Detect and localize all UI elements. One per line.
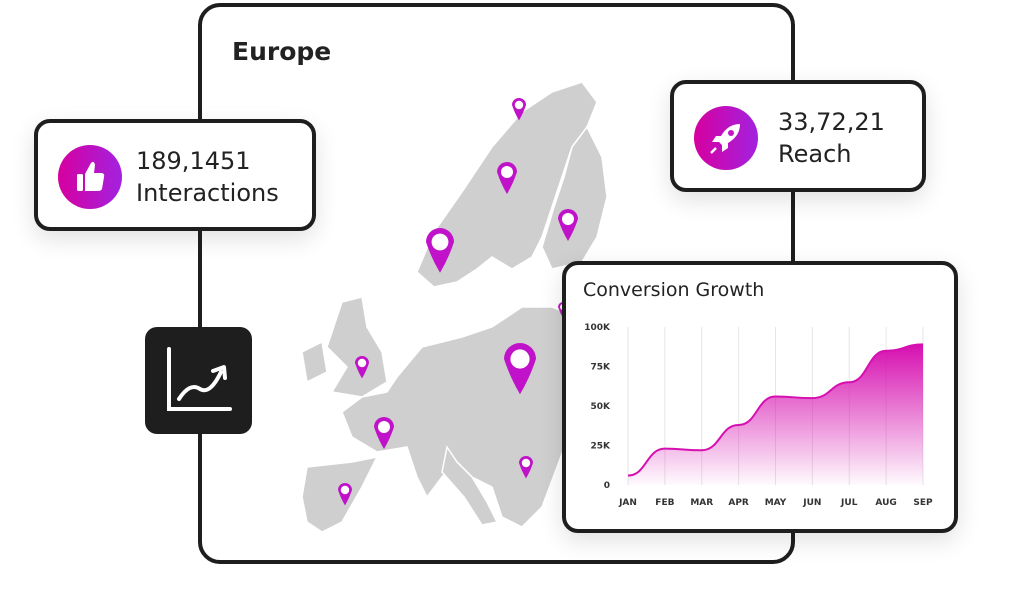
- thumbs-up-icon: [58, 145, 122, 209]
- y-tick-label: 100K: [584, 323, 611, 333]
- iberia: [301, 455, 379, 533]
- x-tick-label: JUN: [802, 498, 821, 508]
- location-pin-icon[interactable]: [338, 483, 352, 506]
- map-pins: [338, 98, 578, 506]
- location-pin-icon[interactable]: [519, 456, 533, 479]
- conversion-growth-chart: 0 25K 50K 75K 100K JAN FEB MAR APR MAY JUN JUL AUG SE…: [584, 323, 933, 508]
- x-tick-label: JAN: [618, 498, 637, 508]
- x-tick-label: APR: [728, 498, 749, 508]
- ireland: [301, 340, 328, 384]
- rocket-icon: [694, 106, 758, 170]
- series-line: [627, 343, 924, 477]
- y-tick-label: 0: [604, 481, 610, 491]
- conversion-growth-card: Conversion Growth 0 25K 50K 75K 100K JAN FEB MA…: [562, 261, 958, 533]
- x-tick-label: MAY: [765, 498, 787, 508]
- y-tick-label: 25K: [591, 442, 612, 452]
- location-pin-icon[interactable]: [374, 417, 394, 449]
- x-tick-label: FEB: [655, 498, 674, 508]
- location-pin-icon[interactable]: [512, 98, 526, 121]
- location-pin-icon[interactable]: [497, 162, 517, 194]
- location-pin-icon[interactable]: [558, 209, 578, 241]
- location-pin-icon[interactable]: [355, 356, 369, 379]
- reach-card: 33,72,21 Reach: [670, 80, 926, 192]
- chart-title: Conversion Growth: [583, 279, 765, 301]
- reach-label: Reach: [778, 140, 852, 168]
- interactions-card: 189,1451 Interactions: [34, 119, 316, 231]
- location-pin-icon[interactable]: [504, 343, 536, 395]
- x-tick-label: JUL: [840, 498, 858, 508]
- location-pin-icon[interactable]: [426, 228, 454, 273]
- italy: [441, 445, 499, 526]
- map-title: Europe: [232, 37, 332, 66]
- area-fill: [628, 344, 923, 485]
- x-tick-label: SEP: [913, 498, 933, 508]
- interactions-value: 189,1451: [136, 147, 251, 175]
- x-tick-label: MAR: [690, 498, 713, 508]
- y-tick-label: 50K: [591, 402, 612, 412]
- reach-value: 33,72,21: [778, 108, 885, 136]
- y-tick-label: 75K: [591, 363, 612, 373]
- trend-button[interactable]: [145, 327, 252, 434]
- x-tick-label: AUG: [875, 498, 896, 508]
- trending-up-chart-icon: [167, 347, 232, 411]
- interactions-label: Interactions: [136, 179, 279, 207]
- uk: [326, 296, 388, 398]
- europe-map: [301, 81, 608, 533]
